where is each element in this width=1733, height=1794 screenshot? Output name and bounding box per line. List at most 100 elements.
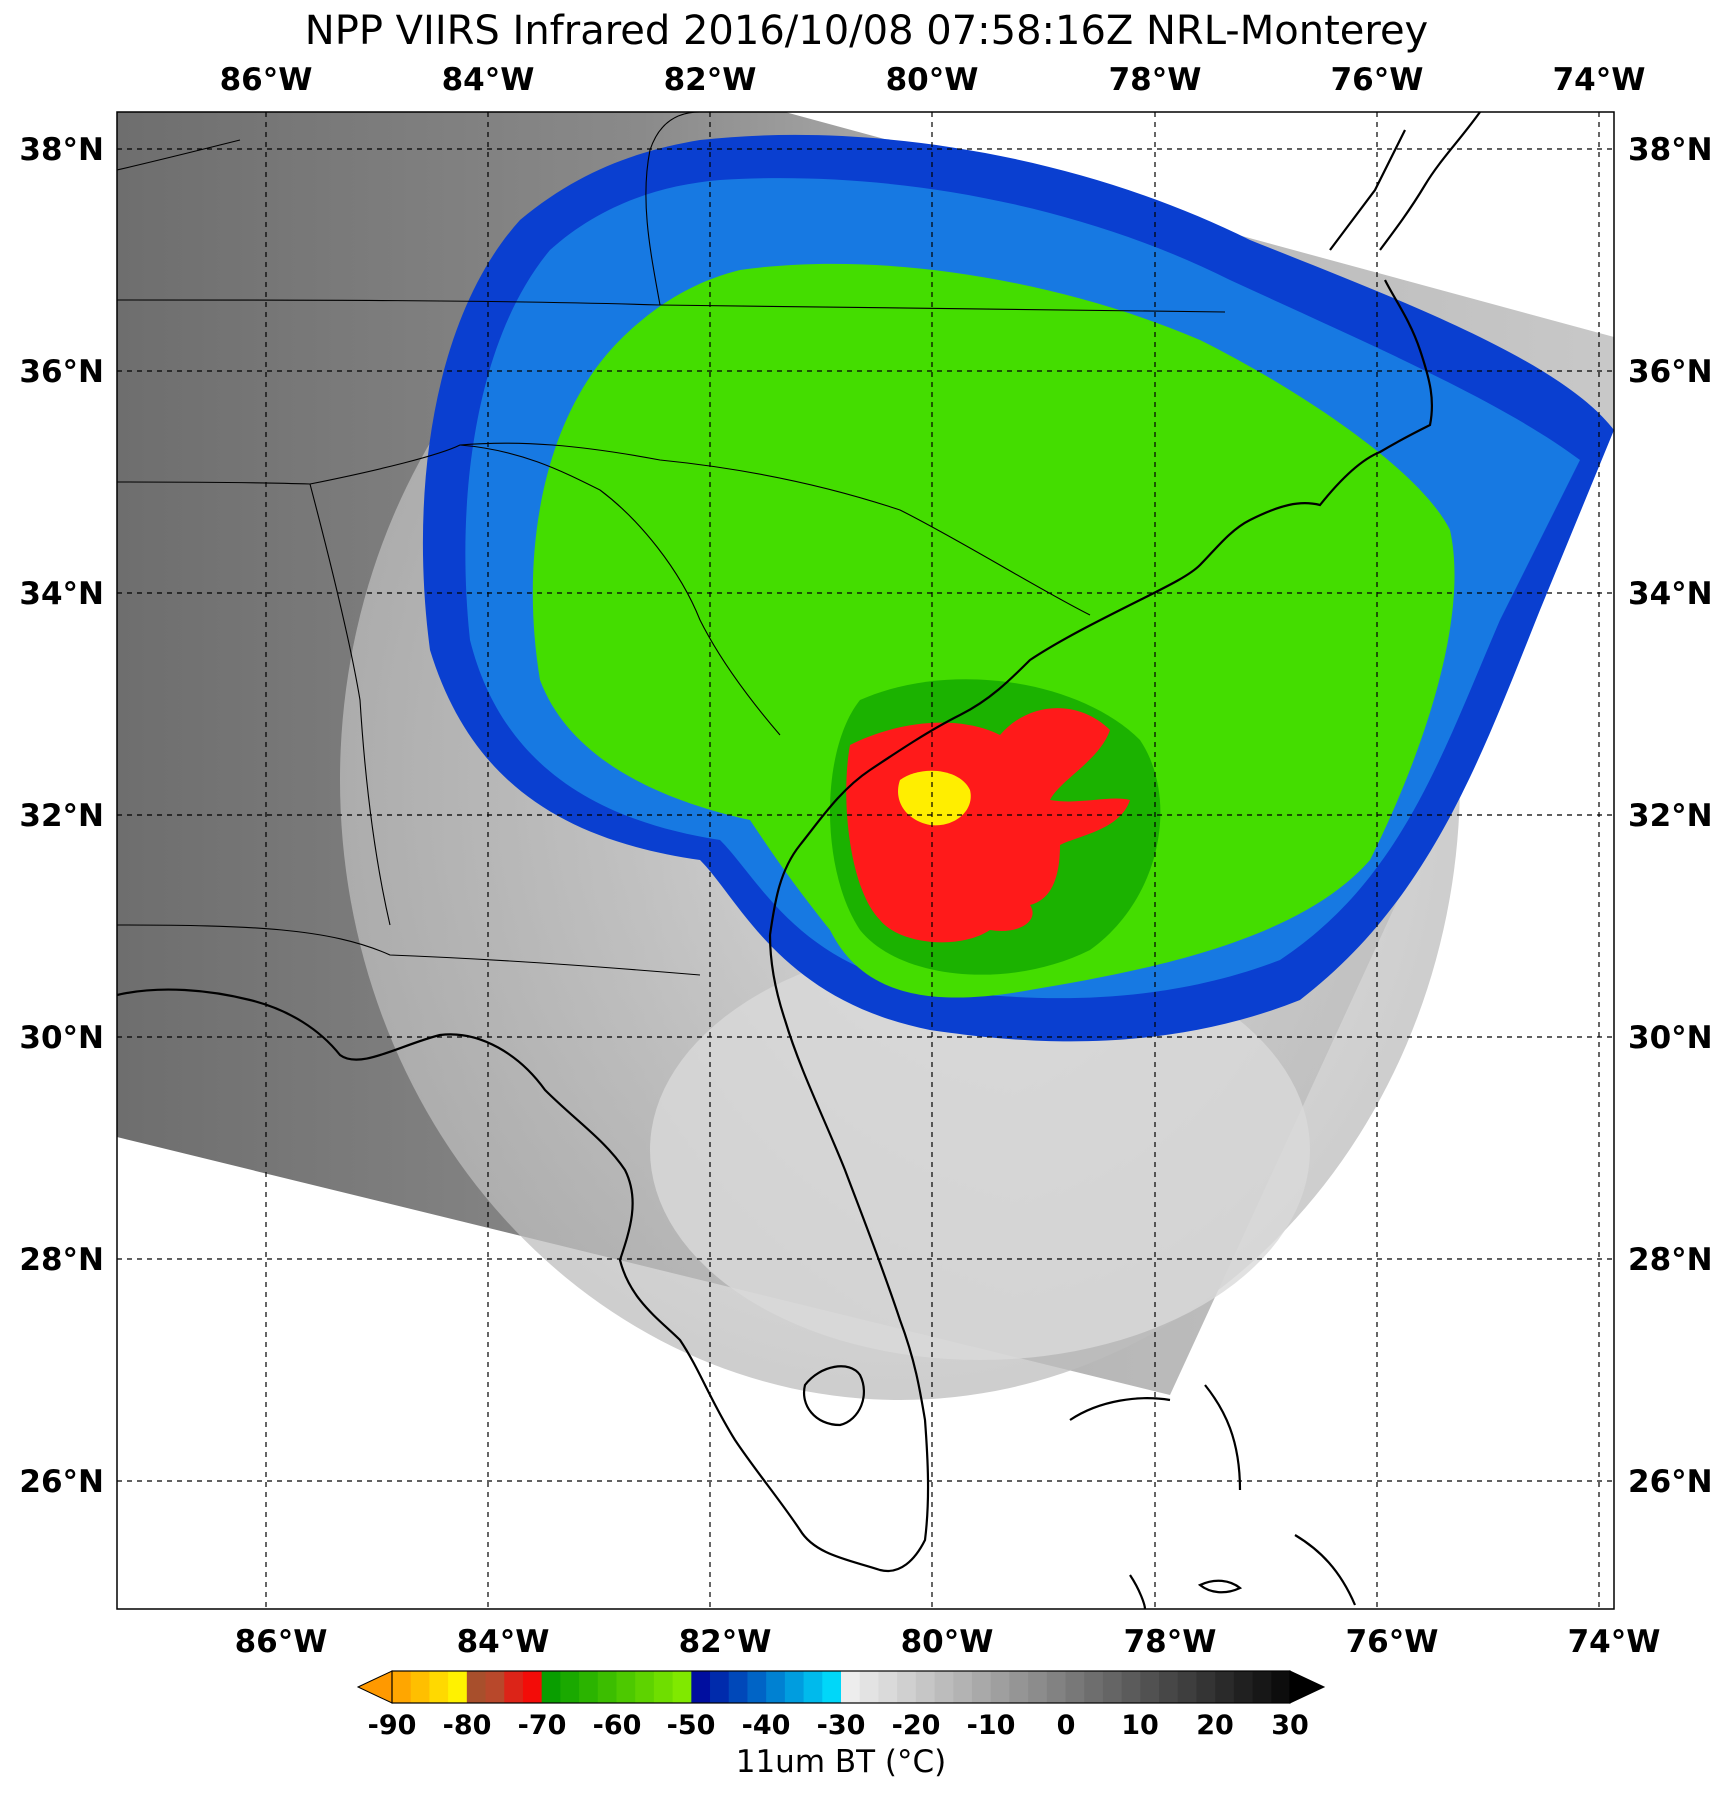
image-title: NPP VIIRS Infrared 2016/10/08 07:58:16Z … — [304, 8, 1429, 54]
colorbar-cell — [579, 1671, 599, 1703]
coldest-cloud-yellow — [898, 770, 971, 826]
colorbar-cell — [915, 1671, 936, 1703]
colorbar-cell — [635, 1671, 655, 1703]
colorbar-cell — [429, 1671, 449, 1703]
right-lat-label: 34°N — [1628, 576, 1713, 612]
colorbar-tick-label: -50 — [667, 1710, 716, 1741]
cloud-shield-south — [650, 940, 1310, 1360]
colorbar-tick-label: 0 — [1057, 1710, 1076, 1741]
colorbar-cell — [653, 1671, 674, 1703]
left-lat-label: 28°N — [19, 1242, 104, 1278]
left-lat-label: 34°N — [19, 576, 104, 612]
colorbar-tick-label: -40 — [742, 1710, 791, 1741]
bottom-lon-label: 80°W — [901, 1624, 994, 1660]
colorbar-cell — [859, 1671, 880, 1703]
colorbar-cells — [392, 1671, 1291, 1703]
bottom-lon-label: 84°W — [457, 1624, 550, 1660]
top-lon-label: 84°W — [442, 62, 535, 98]
colorbar-tick-label: 10 — [1121, 1710, 1159, 1741]
colorbar-cell — [560, 1671, 580, 1703]
left-lat-label: 26°N — [19, 1464, 104, 1500]
colorbar-low-extend — [356, 1670, 393, 1704]
colorbar-tick-label: -90 — [368, 1710, 417, 1741]
colorbar-cell — [1046, 1671, 1067, 1703]
colorbar-tick-label: 30 — [1271, 1710, 1309, 1741]
colorbar-cell — [822, 1671, 842, 1703]
left-lat-label: 30°N — [19, 1020, 104, 1056]
bottom-lon-labels: 86°W 84°W 82°W 80°W 78°W 76°W 74°W — [235, 1624, 1661, 1660]
colorbar-high-extend — [1289, 1670, 1326, 1704]
colorbar-cell — [1252, 1671, 1272, 1703]
top-lon-label: 78°W — [1109, 62, 1202, 98]
colorbar-cell — [728, 1671, 749, 1703]
colorbar-tick-label: -70 — [518, 1710, 567, 1741]
bottom-lon-label: 86°W — [235, 1624, 328, 1660]
top-lon-label: 80°W — [886, 62, 979, 98]
bottom-lon-label: 74°W — [1568, 1624, 1661, 1660]
coastlines — [117, 112, 1481, 1609]
left-lat-labels: 38°N 36°N 34°N 32°N 30°N 28°N 26°N — [19, 132, 104, 1500]
colorbar-cell — [1196, 1671, 1216, 1703]
colorbar-cell — [616, 1671, 636, 1703]
cold-cloud-green — [532, 263, 1455, 998]
right-lat-label: 32°N — [1628, 798, 1713, 834]
top-lon-label: 74°W — [1553, 62, 1646, 98]
colorbar-tick-label: -20 — [892, 1710, 941, 1741]
bottom-lon-label: 76°W — [1346, 1624, 1439, 1660]
colorbar-cell — [466, 1671, 487, 1703]
colorbar-ticks: -90 -80 -70 -60 -50 -40 -30 -20 -10 0 10… — [368, 1710, 1309, 1741]
colorbar-cell — [710, 1671, 730, 1703]
colorbar-cell — [1121, 1671, 1141, 1703]
colorbar-tick-label: -10 — [967, 1710, 1016, 1741]
bottom-lon-label: 82°W — [679, 1624, 772, 1660]
top-lon-labels: 86°W 84°W 82°W 80°W 78°W 76°W 74°W — [220, 62, 1646, 98]
colorbar-label: 11um BT (°C) — [736, 1744, 947, 1780]
coldest-cloud-red — [846, 708, 1130, 943]
map-frame — [116, 111, 1615, 1610]
colorbar-tick-label: -30 — [817, 1710, 866, 1741]
colorbar-cell — [897, 1671, 917, 1703]
colorbar-cell — [1102, 1671, 1123, 1703]
colorbar-cell — [448, 1671, 468, 1703]
right-lat-labels: 38°N 36°N 34°N 32°N 30°N 28°N 26°N — [1628, 132, 1713, 1500]
left-lat-label: 38°N — [19, 132, 104, 168]
colorbar-cell — [1084, 1671, 1104, 1703]
colorbar-cell — [1271, 1671, 1291, 1703]
colorbar-cell — [766, 1671, 786, 1703]
colorbar-cell — [1233, 1671, 1254, 1703]
colorbar-tick-label: -80 — [443, 1710, 492, 1741]
top-lon-label: 86°W — [220, 62, 313, 98]
colorbar-cell — [1215, 1671, 1235, 1703]
colorbar-cell — [841, 1671, 861, 1703]
colorbar-frame — [391, 1670, 1291, 1704]
colorbar-cell — [803, 1671, 823, 1703]
colorbar-cell — [1009, 1671, 1029, 1703]
colorbar-cell — [990, 1671, 1010, 1703]
colorbar-cell — [392, 1671, 412, 1703]
colorbar-cell — [747, 1671, 767, 1703]
colorbar-cell — [953, 1671, 973, 1703]
right-lat-label: 28°N — [1628, 1242, 1713, 1278]
left-lat-label: 36°N — [19, 354, 104, 390]
left-lat-label: 32°N — [19, 798, 104, 834]
right-lat-label: 26°N — [1628, 1464, 1713, 1500]
colorbar-cell — [1177, 1671, 1198, 1703]
colorbar-cell — [504, 1671, 524, 1703]
colorbar-cell — [971, 1671, 992, 1703]
colorbar-cell — [672, 1671, 692, 1703]
colorbar-cell — [410, 1671, 431, 1703]
colorbar-cell — [934, 1671, 954, 1703]
bottom-lon-label: 78°W — [1124, 1624, 1217, 1660]
colorbar-cell — [691, 1671, 711, 1703]
colorbar-cell — [485, 1671, 505, 1703]
right-lat-label: 38°N — [1628, 132, 1713, 168]
top-lon-label: 76°W — [1331, 62, 1424, 98]
colorbar-cell — [1028, 1671, 1048, 1703]
colorbar-cell — [522, 1671, 543, 1703]
colorbar-tick-label: 20 — [1196, 1710, 1234, 1741]
colorbar-cell — [1140, 1671, 1160, 1703]
right-lat-label: 30°N — [1628, 1020, 1713, 1056]
colorbar-cell — [878, 1671, 898, 1703]
colorbar-tick-label: -60 — [593, 1710, 642, 1741]
